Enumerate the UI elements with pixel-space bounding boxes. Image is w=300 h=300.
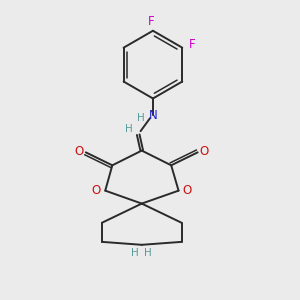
Text: O: O: [92, 184, 101, 196]
Text: H: H: [125, 124, 133, 134]
Text: O: O: [75, 145, 84, 158]
Text: H: H: [131, 248, 139, 258]
Text: F: F: [148, 15, 155, 28]
Text: H: H: [144, 248, 152, 258]
Text: O: O: [200, 145, 209, 158]
Text: H: H: [137, 113, 145, 123]
Text: F: F: [189, 38, 196, 51]
Text: O: O: [183, 184, 192, 196]
Text: N: N: [148, 109, 157, 122]
